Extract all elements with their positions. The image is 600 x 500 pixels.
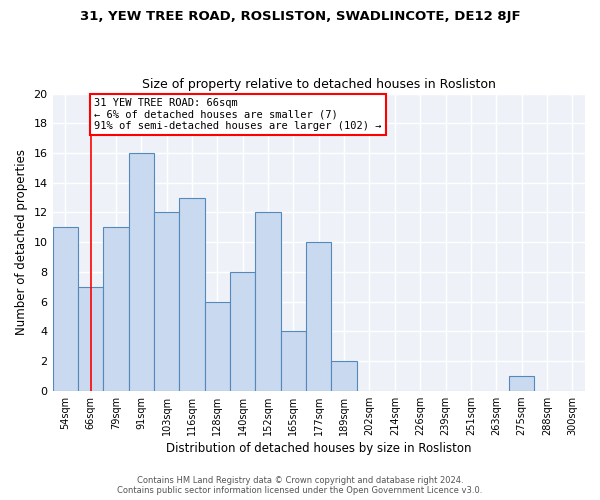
Bar — [281, 332, 306, 390]
Bar — [331, 361, 357, 390]
Text: 31, YEW TREE ROAD, ROSLISTON, SWADLINCOTE, DE12 8JF: 31, YEW TREE ROAD, ROSLISTON, SWADLINCOT… — [80, 10, 520, 23]
X-axis label: Distribution of detached houses by size in Rosliston: Distribution of detached houses by size … — [166, 442, 472, 455]
Bar — [230, 272, 256, 390]
Bar — [205, 302, 230, 390]
Text: Contains HM Land Registry data © Crown copyright and database right 2024.
Contai: Contains HM Land Registry data © Crown c… — [118, 476, 482, 495]
Bar — [256, 212, 281, 390]
Text: 31 YEW TREE ROAD: 66sqm
← 6% of detached houses are smaller (7)
91% of semi-deta: 31 YEW TREE ROAD: 66sqm ← 6% of detached… — [94, 98, 382, 131]
Bar — [179, 198, 205, 390]
Bar — [154, 212, 179, 390]
Bar — [78, 286, 103, 391]
Bar — [509, 376, 534, 390]
Title: Size of property relative to detached houses in Rosliston: Size of property relative to detached ho… — [142, 78, 496, 91]
Bar — [53, 228, 78, 390]
Bar — [103, 228, 128, 390]
Y-axis label: Number of detached properties: Number of detached properties — [15, 149, 28, 335]
Bar — [306, 242, 331, 390]
Bar — [128, 153, 154, 390]
